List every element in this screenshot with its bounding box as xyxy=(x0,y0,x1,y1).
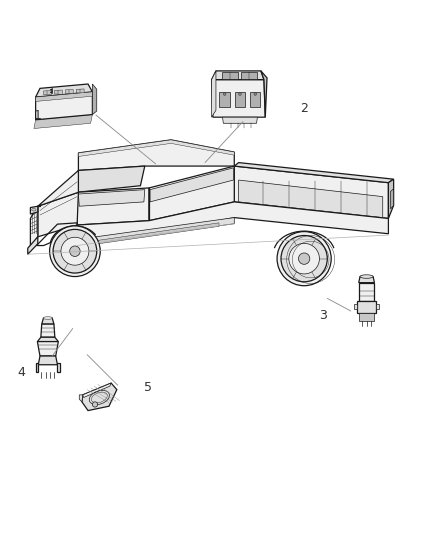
Polygon shape xyxy=(50,88,53,91)
Polygon shape xyxy=(76,89,84,93)
Text: 4: 4 xyxy=(18,366,25,378)
Polygon shape xyxy=(65,90,73,94)
Circle shape xyxy=(223,93,226,95)
Polygon shape xyxy=(43,91,51,95)
Polygon shape xyxy=(38,171,78,206)
Circle shape xyxy=(70,246,80,256)
Polygon shape xyxy=(41,324,55,337)
Ellipse shape xyxy=(32,208,36,211)
Circle shape xyxy=(277,231,331,286)
Polygon shape xyxy=(83,383,111,398)
Polygon shape xyxy=(78,190,145,206)
Polygon shape xyxy=(223,117,258,123)
Polygon shape xyxy=(38,192,78,237)
Polygon shape xyxy=(68,198,78,203)
Polygon shape xyxy=(150,168,233,202)
Circle shape xyxy=(298,253,310,264)
Polygon shape xyxy=(82,383,117,410)
Circle shape xyxy=(53,229,97,273)
Circle shape xyxy=(289,244,319,274)
Polygon shape xyxy=(78,140,234,157)
Circle shape xyxy=(61,237,89,265)
Polygon shape xyxy=(37,337,58,342)
Circle shape xyxy=(281,236,327,282)
Polygon shape xyxy=(38,356,57,365)
Polygon shape xyxy=(149,166,234,221)
Polygon shape xyxy=(35,92,92,101)
Polygon shape xyxy=(77,217,234,246)
Polygon shape xyxy=(50,91,53,94)
Polygon shape xyxy=(261,71,267,117)
Polygon shape xyxy=(354,304,357,309)
Polygon shape xyxy=(28,237,38,254)
Polygon shape xyxy=(42,318,54,324)
Ellipse shape xyxy=(360,275,373,278)
Circle shape xyxy=(254,93,257,95)
Text: 2: 2 xyxy=(300,102,308,115)
Polygon shape xyxy=(92,223,219,245)
Polygon shape xyxy=(77,202,389,239)
Polygon shape xyxy=(376,304,379,309)
Polygon shape xyxy=(359,277,374,282)
Polygon shape xyxy=(30,206,38,214)
Polygon shape xyxy=(37,342,58,356)
Polygon shape xyxy=(250,92,261,107)
Polygon shape xyxy=(35,84,92,97)
Text: 3: 3 xyxy=(319,309,327,322)
Polygon shape xyxy=(391,189,394,209)
Polygon shape xyxy=(30,206,38,248)
Polygon shape xyxy=(212,71,216,117)
Polygon shape xyxy=(219,92,230,107)
Circle shape xyxy=(239,93,241,95)
Polygon shape xyxy=(54,90,62,94)
Polygon shape xyxy=(241,72,257,79)
Polygon shape xyxy=(359,313,374,321)
Polygon shape xyxy=(234,166,389,219)
Polygon shape xyxy=(79,395,83,402)
Polygon shape xyxy=(77,188,149,225)
Polygon shape xyxy=(34,115,92,128)
Circle shape xyxy=(92,402,98,407)
Polygon shape xyxy=(239,180,383,217)
Polygon shape xyxy=(57,364,60,372)
Circle shape xyxy=(49,226,100,277)
Text: 1: 1 xyxy=(34,109,42,123)
Polygon shape xyxy=(77,166,145,192)
Polygon shape xyxy=(92,84,97,115)
Polygon shape xyxy=(212,71,264,79)
Polygon shape xyxy=(357,302,376,313)
Polygon shape xyxy=(35,364,38,372)
Ellipse shape xyxy=(43,317,53,319)
Text: 5: 5 xyxy=(144,382,152,394)
Polygon shape xyxy=(35,92,92,120)
Polygon shape xyxy=(235,92,245,107)
Polygon shape xyxy=(389,179,394,219)
Polygon shape xyxy=(212,79,265,117)
Polygon shape xyxy=(223,72,238,79)
Polygon shape xyxy=(78,140,234,171)
Polygon shape xyxy=(359,282,374,302)
Polygon shape xyxy=(234,163,394,183)
